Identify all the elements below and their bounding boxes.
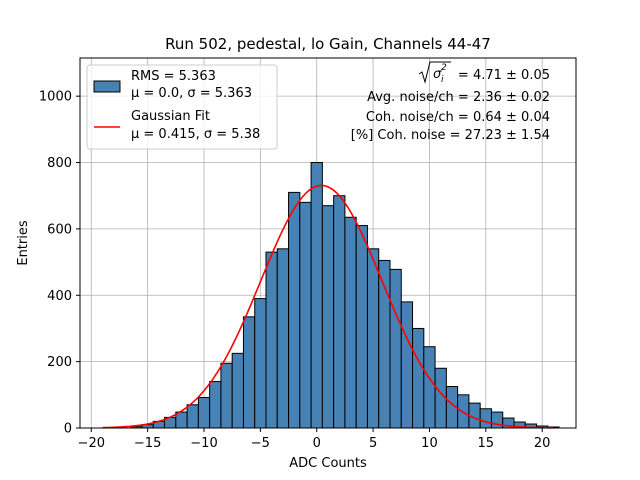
x-tick-label: 15 — [478, 436, 495, 451]
sigma-total-symbol: σ 2 i — [418, 61, 451, 85]
histogram-bar — [299, 201, 312, 429]
histogram-bar — [479, 408, 492, 429]
histogram-bar — [389, 268, 402, 429]
histogram-bar — [333, 195, 346, 429]
legend-histogram-line1: RMS = 5.363 — [131, 69, 216, 84]
histogram-bar — [400, 301, 414, 429]
x-tick-label: −20 — [78, 436, 105, 451]
x-tick-label: 5 — [369, 436, 377, 451]
y-tick-label: 200 — [47, 355, 72, 370]
histogram-bar — [186, 404, 199, 429]
x-axis-label: ADC Counts — [289, 456, 367, 471]
histogram-bar — [209, 381, 222, 429]
histogram-bar — [265, 251, 278, 429]
x-tick-label: −5 — [251, 436, 270, 451]
histogram-bar — [220, 362, 233, 429]
plot-frame — [79, 57, 577, 429]
legend-histogram-swatch — [93, 80, 121, 93]
x-tick-label: 20 — [534, 436, 551, 451]
pct-coh-noise-annotation: [%] Coh. noise = 27.23 ± 1.54 — [351, 128, 550, 143]
x-axis-ticks: −20 −15 −10 −5 0 5 10 15 20 — [78, 428, 551, 451]
histogram-bar — [321, 205, 335, 429]
histogram-bar — [175, 411, 188, 429]
noise-annotations: σ 2 i = 4.71 ± 0.05 Avg. noise/ch = 2.36… — [351, 61, 550, 143]
histogram-bar — [366, 248, 380, 429]
coh-noise-annotation: Coh. noise/ch = 0.64 ± 0.04 — [366, 110, 550, 125]
y-tick-label: 0 — [64, 422, 72, 437]
x-tick-label: −10 — [190, 436, 217, 451]
x-tick-label: −15 — [134, 436, 161, 451]
y-tick-label: 800 — [47, 156, 72, 171]
svg-text:σ: σ — [433, 67, 442, 82]
y-tick-label: 600 — [47, 222, 72, 237]
y-axis-ticks: 0 200 400 600 800 1000 — [39, 90, 80, 437]
gaussian-fit-curve — [102, 184, 554, 429]
histogram-bar — [344, 216, 357, 429]
y-tick-label: 1000 — [39, 90, 72, 105]
histogram-bar — [423, 346, 436, 429]
histogram-bar — [197, 396, 211, 429]
legend-box — [86, 64, 278, 150]
histogram-bars — [130, 162, 560, 429]
histogram-bar — [276, 248, 290, 429]
y-tick-label: 400 — [47, 289, 72, 304]
histogram-bar — [231, 352, 244, 429]
svg-text:i: i — [441, 75, 444, 85]
histogram-bar — [288, 191, 301, 429]
histogram-bar — [254, 298, 267, 429]
chart-title: Run 502, pedestal, lo Gain, Channels 44-… — [165, 35, 491, 53]
svg-text:2: 2 — [441, 63, 447, 73]
y-axis-label: Entries — [16, 220, 31, 266]
histogram-bar — [310, 162, 323, 429]
sigma-total-value: = 4.71 ± 0.05 — [458, 68, 550, 83]
x-tick-label: 10 — [421, 436, 438, 451]
legend: RMS = 5.363 μ = 0.0, σ = 5.363 Gaussian … — [86, 64, 278, 150]
avg-noise-annotation: Avg. noise/ch = 2.36 ± 0.02 — [367, 90, 550, 105]
legend-fit-line1: Gaussian Fit — [131, 109, 210, 124]
x-tick-label: 0 — [313, 436, 321, 451]
histogram-bar — [412, 327, 425, 429]
legend-fit-line2: μ = 0.415, σ = 5.38 — [131, 127, 260, 142]
legend-histogram-line2: μ = 0.0, σ = 5.363 — [131, 86, 252, 101]
histogram-bar — [355, 225, 368, 429]
histogram-bar — [242, 316, 256, 429]
